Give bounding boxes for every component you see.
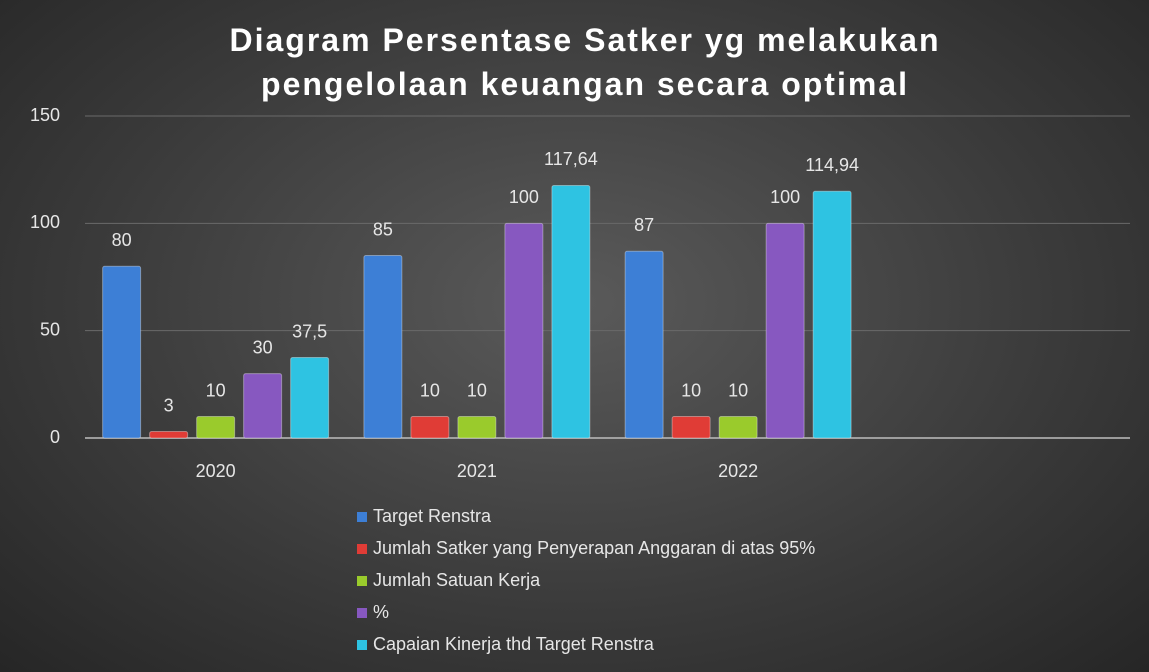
data-label: 114,94 [805,155,859,175]
data-label: 87 [634,215,654,235]
bar [410,416,450,439]
bar [718,416,758,439]
bar [290,357,330,439]
legend-marker [357,576,367,586]
bar [812,190,852,439]
chart-title: Diagram Persentase Satker yg melakukan p… [229,22,941,102]
data-label: 3 [164,395,174,415]
legend-label: % [373,602,389,622]
data-label: 10 [728,380,748,400]
data-label: 10 [420,380,440,400]
bar [504,222,544,439]
bar [149,431,189,439]
legend-label: Capaian Kinerja thd Target Renstra [373,634,655,654]
bar [102,265,142,439]
data-label: 10 [681,380,701,400]
bar [457,416,497,439]
bar [624,250,664,439]
x-tick-label: 2022 [718,461,758,481]
legend-marker [357,544,367,554]
y-tick-label: 0 [50,427,60,447]
bar [363,255,403,439]
bar [671,416,711,439]
y-tick-label: 50 [40,319,60,339]
data-label: 10 [467,380,487,400]
legend-label: Jumlah Satuan Kerja [373,570,541,590]
legend-label: Jumlah Satker yang Penyerapan Anggaran d… [373,538,815,558]
data-label: 100 [509,187,539,207]
data-label: 30 [253,337,273,357]
data-label: 10 [206,380,226,400]
data-label: 117,64 [544,149,598,169]
y-tick-label: 150 [30,105,60,125]
data-label: 100 [770,187,800,207]
y-tick-label: 100 [30,212,60,232]
bar [551,184,591,439]
legend-label: Target Renstra [373,506,492,526]
data-label: 85 [373,219,393,239]
bar [196,416,236,439]
x-tick-label: 2021 [457,461,497,481]
data-label: 80 [112,230,132,250]
legend-marker [357,640,367,650]
bar [765,222,805,439]
bar [243,373,283,439]
x-tick-label: 2020 [196,461,236,481]
legend-marker [357,608,367,618]
legend-marker [357,512,367,522]
data-label: 37,5 [292,321,327,341]
